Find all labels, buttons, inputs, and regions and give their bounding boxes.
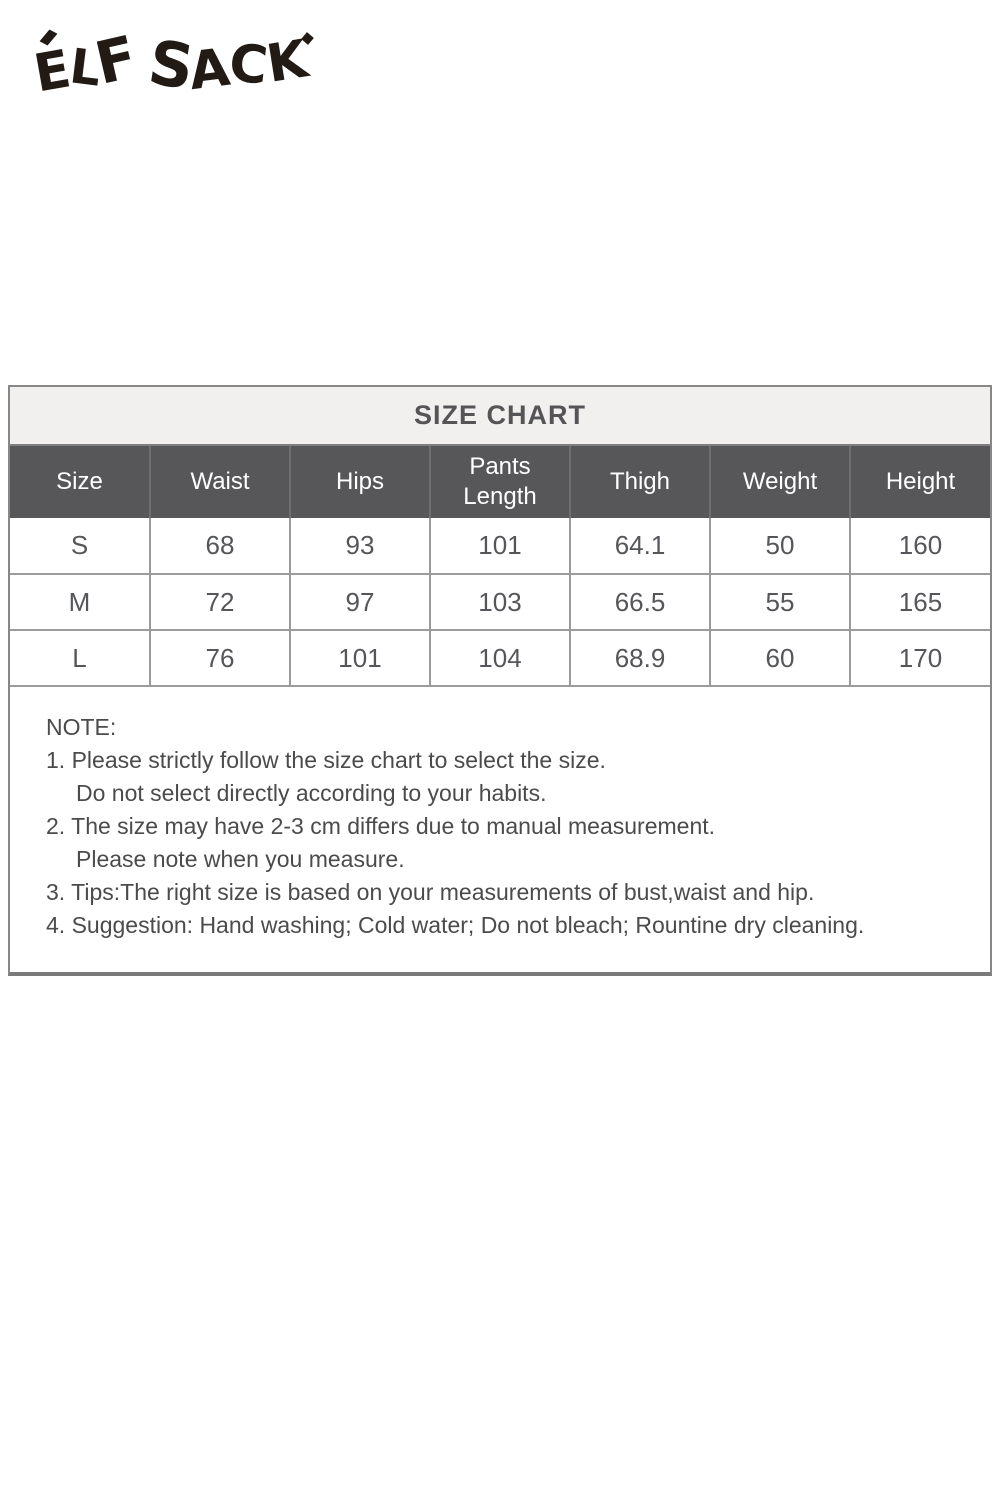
column-header: Hips xyxy=(289,446,430,518)
size-chart-title: SIZE CHART xyxy=(10,387,990,446)
table-cell: L xyxy=(10,629,151,687)
column-header: Height xyxy=(849,446,990,518)
table-cell: 170 xyxy=(849,629,990,687)
note-line: 3. Tips:The right size is based on your … xyxy=(46,879,815,905)
column-header: Pants Length xyxy=(429,446,570,518)
note-line: 2. The size may have 2-3 cm differs due … xyxy=(46,813,716,839)
logo-letter: K xyxy=(262,29,312,95)
table-row: S 68 93 101 64.1 50 160 xyxy=(10,518,990,575)
notes-lines: 1. Please strictly follow the size chart… xyxy=(46,744,954,942)
size-table-head: Size Waist Hips Pants Length Thigh Weight Heig… xyxy=(10,446,990,518)
notes-heading: NOTE: xyxy=(46,714,117,740)
brand-logo: ELFSACK xyxy=(30,24,314,122)
table-cell: 97 xyxy=(289,573,431,631)
size-table-header-row: Size Waist Hips Pants Length Thigh Weight Heig… xyxy=(10,446,990,518)
table-cell: 165 xyxy=(849,573,990,631)
table-cell: 160 xyxy=(849,518,990,575)
table-row: L 76 101 104 68.9 60 170 xyxy=(10,629,990,687)
table-cell: 103 xyxy=(429,573,571,631)
size-table: Size Waist Hips Pants Length Thigh Weight Heig… xyxy=(10,446,990,687)
column-header: Thigh xyxy=(569,446,710,518)
table-cell: 66.5 xyxy=(569,573,711,631)
table-cell: 93 xyxy=(289,518,431,575)
table-cell: 101 xyxy=(289,629,431,687)
note-line: 1. Please strictly follow the size chart… xyxy=(46,747,606,773)
size-chart-panel: SIZE CHART Size Waist Hips Pants Length Thig… xyxy=(8,385,992,976)
table-cell: 50 xyxy=(709,518,851,575)
note-line: 4. Suggestion: Hand washing; Cold water;… xyxy=(46,912,865,938)
table-cell: 64.1 xyxy=(569,518,711,575)
column-header: Waist xyxy=(149,446,290,518)
table-cell: 104 xyxy=(429,629,571,687)
table-cell: S xyxy=(10,518,151,575)
table-cell: 101 xyxy=(429,518,571,575)
table-cell: 68.9 xyxy=(569,629,711,687)
table-cell: 55 xyxy=(709,573,851,631)
note-line: Please note when you measure. xyxy=(76,846,405,872)
note-line: Do not select directly according to your… xyxy=(76,780,547,806)
table-cell: 68 xyxy=(149,518,291,575)
table-cell: 60 xyxy=(709,629,851,687)
table-row: M 72 97 103 66.5 55 165 xyxy=(10,573,990,631)
column-header: Weight xyxy=(709,446,850,518)
column-header: Size xyxy=(10,446,150,518)
table-cell: 76 xyxy=(149,629,291,687)
notes-section: NOTE: 1. Please strictly follow the size… xyxy=(10,687,990,972)
size-table-body: S 68 93 101 64.1 50 160 M 72 97 103 66.5 55 165 L 76 101… xyxy=(10,518,990,687)
table-cell: 72 xyxy=(149,573,291,631)
table-cell: M xyxy=(10,573,151,631)
